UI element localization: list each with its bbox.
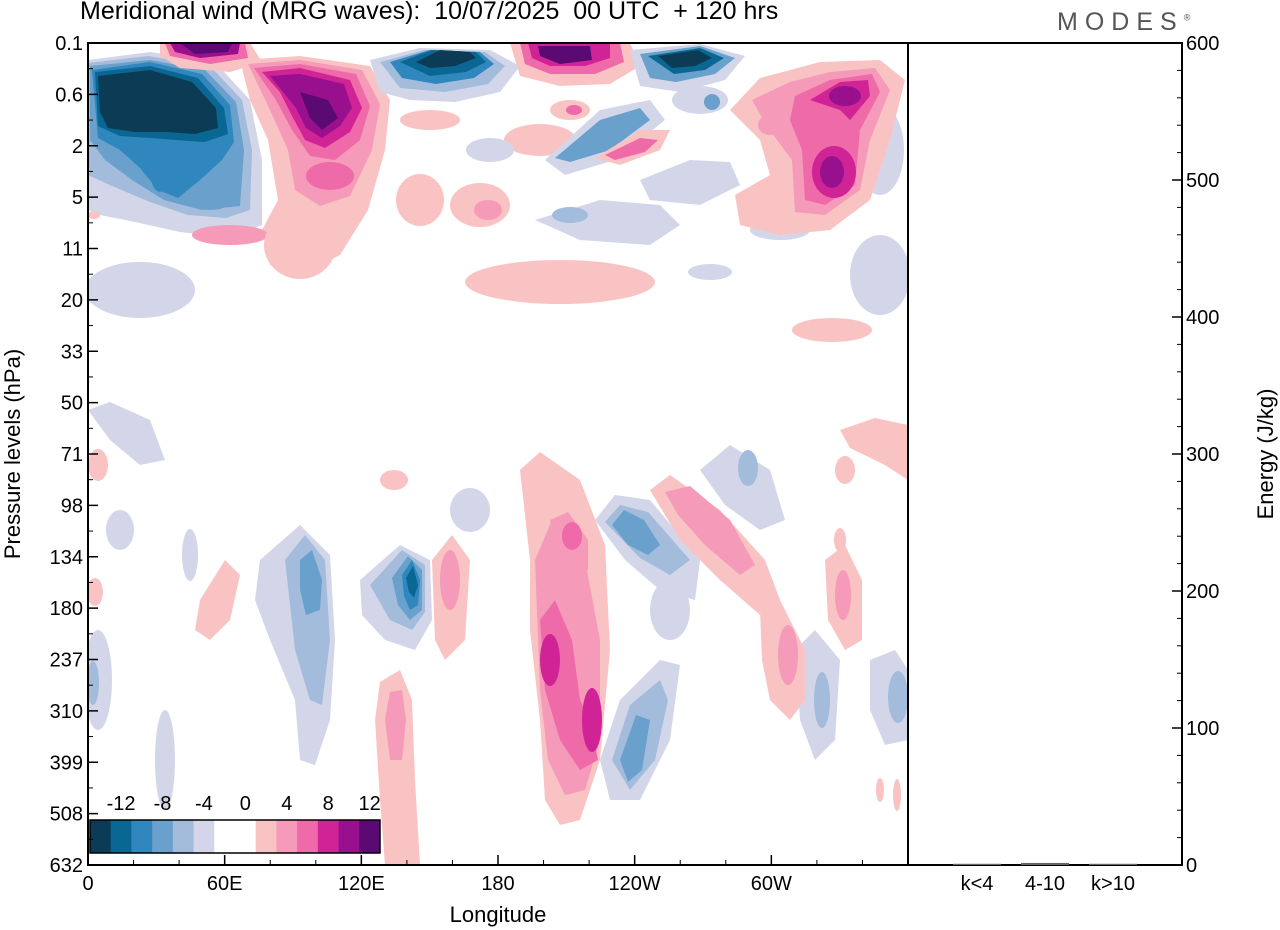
longitude-tick-label: 60W bbox=[751, 873, 792, 895]
positive-anomaly-top-west bbox=[160, 43, 262, 72]
energy-tick-label: 500 bbox=[1186, 170, 1219, 192]
logo-text: MODES bbox=[1057, 8, 1184, 36]
energy-bar bbox=[1021, 862, 1069, 865]
energy-tick-label: 100 bbox=[1186, 718, 1219, 740]
pressure-tick-label: 0.1 bbox=[55, 33, 83, 55]
colorbar-cell bbox=[152, 820, 174, 853]
y-axis-title: Pressure levels (hPa) bbox=[0, 349, 25, 559]
pressure-tick-label: 71 bbox=[61, 444, 83, 466]
energy-bar bbox=[953, 863, 1001, 865]
colorbar-cell bbox=[359, 820, 381, 853]
colorbar-cell bbox=[193, 820, 215, 853]
colorbar-cell bbox=[297, 820, 319, 853]
energy-tick-label: 300 bbox=[1186, 444, 1219, 466]
longitude-tick-label: 120W bbox=[609, 873, 661, 895]
logo-registered-mark: ® bbox=[1183, 12, 1191, 23]
chart-title: Meridional wind (MRG waves): 10/07/2025 … bbox=[80, 0, 779, 25]
pressure-tick-label: 5 bbox=[72, 187, 83, 209]
pressure-tick-label: 310 bbox=[50, 701, 83, 723]
positive-anomaly-top-208 bbox=[510, 43, 640, 86]
colorbar-label: -12 bbox=[107, 793, 136, 815]
colorbar-label: 4 bbox=[281, 793, 292, 815]
wind-contour-field bbox=[88, 43, 908, 865]
colorbar-cell bbox=[338, 820, 360, 853]
colorbar-label: -4 bbox=[195, 793, 213, 815]
colorbar-cell bbox=[90, 820, 112, 853]
pressure-tick-label: 180 bbox=[50, 598, 83, 620]
lower-positive-features bbox=[88, 211, 908, 865]
pressure-tick-label: 11 bbox=[62, 239, 83, 261]
energy-axis: 0 100 200 300 400 500 600 bbox=[1172, 33, 1219, 877]
pressure-tick-label: 134 bbox=[50, 547, 83, 569]
pressure-tick-label: 632 bbox=[50, 855, 83, 877]
x-axis-title: Longitude bbox=[450, 902, 547, 927]
negative-anomaly-top-255 bbox=[630, 44, 745, 92]
pressure-tick-label: 508 bbox=[50, 804, 83, 826]
colorbar-label: 12 bbox=[359, 793, 381, 815]
longitude-axis: 0 60E 120E 180 120W 60W bbox=[82, 855, 909, 895]
colorbar-frame bbox=[89, 819, 381, 854]
energy-panel-frame bbox=[907, 42, 1183, 866]
longitude-tick-label: 60E bbox=[207, 873, 243, 895]
longitude-tick-label: 0 bbox=[82, 873, 93, 895]
energy-bars bbox=[953, 862, 1137, 865]
energy-tick-label: 400 bbox=[1186, 307, 1219, 329]
negative-anomaly-top-160e bbox=[370, 48, 520, 102]
energy-axis-title: Energy (J/kg) bbox=[1253, 389, 1278, 520]
lower-negative-features bbox=[88, 402, 908, 810]
colorbar-cell bbox=[255, 820, 277, 853]
colorbar-cells bbox=[90, 820, 381, 853]
pressure-tick-label: 399 bbox=[50, 752, 83, 774]
wavenumber-category-label: k<4 bbox=[961, 873, 994, 895]
energy-tick-label: 0 bbox=[1186, 855, 1197, 877]
pressure-tick-label: 33 bbox=[61, 341, 83, 363]
modes-logo: MODES® bbox=[1057, 8, 1190, 37]
pressure-tick-label: 98 bbox=[61, 495, 83, 517]
colorbar-cell bbox=[235, 820, 257, 853]
colorbar-cell bbox=[214, 820, 236, 853]
pressure-tick-label: 237 bbox=[50, 650, 83, 672]
negative-anomaly-upper-west bbox=[88, 52, 262, 238]
positive-anomaly-upper-328 bbox=[730, 60, 905, 235]
pressure-tick-label: 20 bbox=[61, 290, 83, 312]
wavenumber-category-label: k>10 bbox=[1091, 873, 1135, 895]
longitude-tick-label: 180 bbox=[481, 873, 514, 895]
colorbar-label: -8 bbox=[154, 793, 172, 815]
colorbar-cell bbox=[110, 820, 132, 853]
pressure-tick-label: 0.6 bbox=[55, 84, 83, 106]
pressure-tick-label: 2 bbox=[72, 136, 83, 158]
energy-tick-label: 200 bbox=[1186, 581, 1219, 603]
colorbar-cell bbox=[172, 820, 195, 853]
pressure-tick-label: 50 bbox=[61, 393, 83, 415]
longitude-tick-label: 120E bbox=[338, 873, 385, 895]
colorbar-cell bbox=[317, 820, 340, 853]
wavenumber-axis: k<4 4-10 k>10 bbox=[961, 873, 1135, 895]
colorbar-labels: -12 -8 -4 0 4 8 12 bbox=[107, 793, 381, 815]
mid-upper-features bbox=[88, 86, 908, 342]
colorbar: -12 -8 -4 0 4 8 12 bbox=[89, 793, 381, 854]
wavenumber-category-label: 4-10 bbox=[1025, 873, 1065, 895]
colorbar-cell bbox=[131, 820, 153, 853]
colorbar-label: 8 bbox=[323, 793, 334, 815]
energy-bar bbox=[1089, 863, 1137, 865]
pressure-axis: 0.1 0.6 2 5 11 20 33 50 71 98 134 180 237 310 399 508 63… bbox=[50, 33, 98, 877]
colorbar-label: 0 bbox=[240, 793, 251, 815]
energy-tick-label: 600 bbox=[1186, 33, 1219, 55]
colorbar-cell bbox=[276, 820, 298, 853]
